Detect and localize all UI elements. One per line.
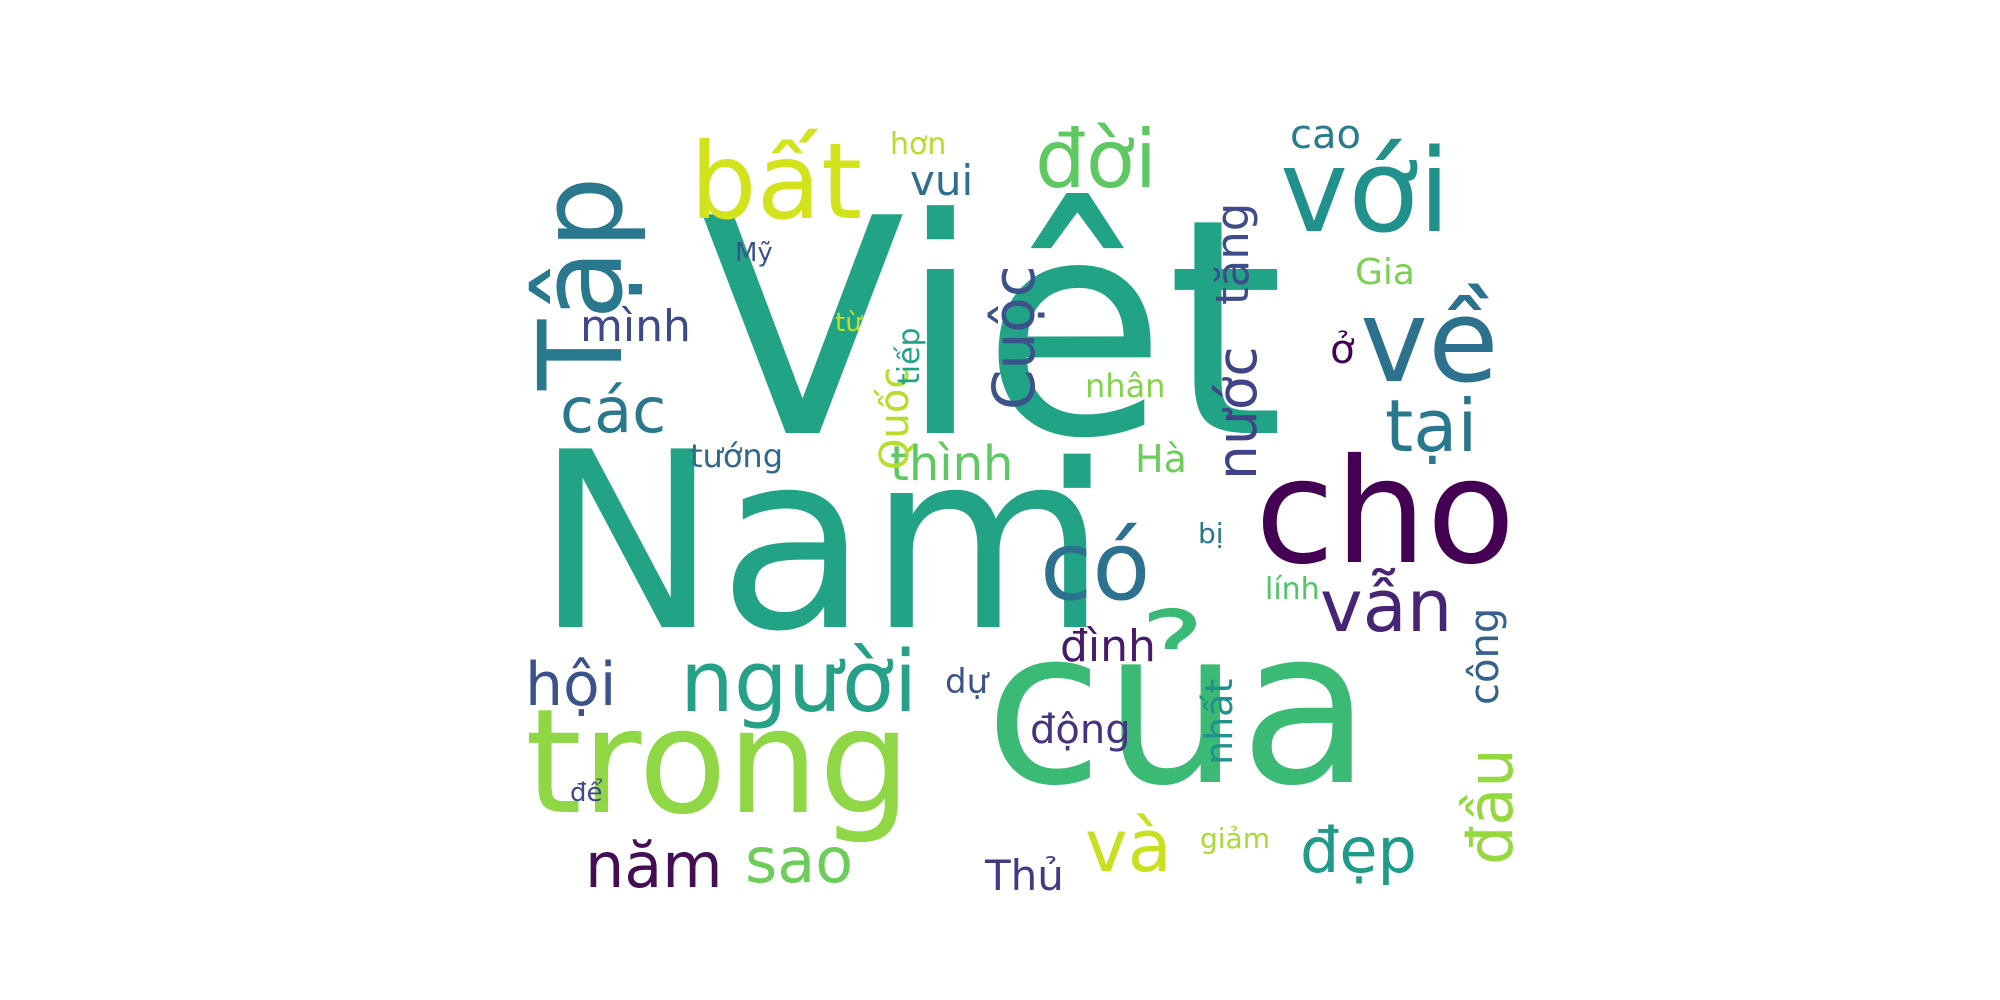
word-de: để [570, 778, 603, 808]
word-my: Mỹ [735, 238, 773, 268]
word-dinh: đình [1060, 621, 1156, 672]
word-cuoc: Cuộc [980, 265, 1048, 410]
word-linh: lính [1265, 572, 1320, 607]
word-dep: đẹp [1300, 814, 1417, 887]
word-hon: hơn [890, 127, 947, 162]
word-cac: các [560, 374, 667, 447]
word-van: vẫn [1320, 564, 1453, 648]
word-o: ở [1330, 327, 1355, 373]
word-gia: Gia [1355, 252, 1415, 293]
word-tiep: tiếp [892, 327, 927, 385]
word-nhan: nhân [1085, 367, 1166, 405]
word-tang: tăng [1206, 202, 1259, 305]
word-viet: Việt [700, 155, 1285, 504]
word-sao: sao [745, 824, 854, 897]
word-thu: Thủ [985, 851, 1064, 900]
word-bat: bất [690, 121, 863, 243]
word-minh: mình [580, 301, 691, 352]
word-hoi: hội [525, 650, 617, 720]
word-nam-year: năm [585, 829, 723, 902]
word-giam: giảm [1200, 822, 1270, 855]
word-nguoi: người [680, 633, 918, 732]
word-dau: đầu [1454, 748, 1527, 865]
word-tai: tại [1385, 384, 1478, 468]
word-du: dự [945, 662, 989, 702]
word-bi: bị [1198, 517, 1224, 550]
word-thinh: thình [890, 436, 1014, 492]
word-tuong: tướng [690, 437, 783, 475]
word-nhat: nhất [1197, 678, 1241, 765]
word-voi: với [1280, 125, 1451, 259]
word-co: có [1040, 512, 1151, 622]
word-nam: Nam [535, 400, 1108, 685]
word-va: và [1085, 804, 1172, 888]
word-vui: vui [910, 156, 974, 205]
word-trong: trong [525, 678, 911, 847]
word-cho: cho [1255, 428, 1516, 597]
word-cua: của [985, 582, 1372, 833]
word-ha: Hà [1135, 437, 1187, 481]
word-ve: về [1360, 275, 1499, 409]
word-dong: động [1030, 707, 1131, 753]
word-nuoc: nước [1205, 346, 1269, 480]
word-cong: công [1462, 607, 1508, 705]
word-cao: cao [1290, 112, 1361, 158]
word-tu: từ [835, 308, 862, 338]
word-tap: Tập [515, 176, 649, 390]
word-doi: đời [1035, 113, 1157, 206]
